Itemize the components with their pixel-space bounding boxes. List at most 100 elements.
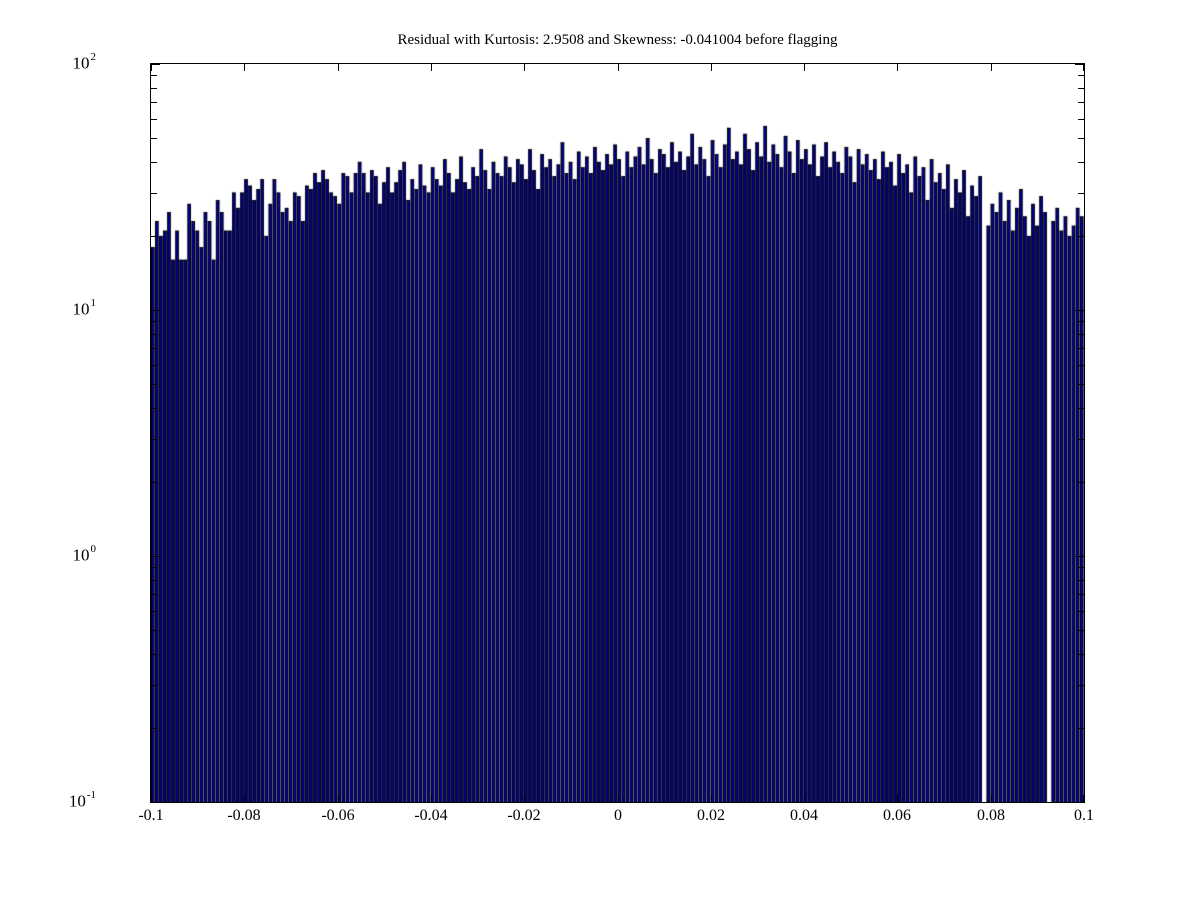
y-tick-major	[151, 64, 160, 65]
y-tick-minor	[1078, 75, 1084, 76]
y-tick-minor	[151, 685, 157, 686]
y-tick-minor	[151, 88, 157, 89]
y-tick-label-mantissa: 10	[72, 53, 90, 73]
y-tick-minor	[1078, 580, 1084, 581]
x-tick-label: -0.08	[227, 807, 261, 824]
x-tick	[618, 795, 619, 802]
x-tick-top	[804, 64, 805, 71]
y-tick-minor	[151, 365, 157, 366]
y-tick-minor	[1078, 685, 1084, 686]
y-tick-minor	[151, 75, 157, 76]
y-tick-label-mantissa: 10	[72, 299, 90, 319]
x-tick	[1083, 795, 1084, 802]
y-tick-major	[151, 556, 160, 557]
y-tick-minor	[1078, 630, 1084, 631]
y-tick-minor	[1078, 334, 1084, 335]
y-tick-major	[1075, 310, 1084, 311]
y-tick-minor	[1078, 162, 1084, 163]
y-tick-label-mantissa: 10	[72, 545, 90, 565]
y-tick-minor	[1078, 408, 1084, 409]
x-tick-label: 0.02	[697, 807, 725, 824]
x-tick-top	[244, 64, 245, 71]
x-tick	[711, 795, 712, 802]
y-tick-major	[1075, 802, 1084, 803]
histogram-bars	[151, 64, 1084, 802]
y-tick-label-exponent: 1	[90, 297, 97, 309]
y-tick-label-mantissa: 10	[68, 791, 86, 811]
x-tick	[431, 795, 432, 802]
y-tick-minor	[151, 728, 157, 729]
x-tick-top	[897, 64, 898, 71]
x-tick-top	[524, 64, 525, 71]
y-tick-minor	[1078, 384, 1084, 385]
y-tick-minor	[151, 236, 157, 237]
y-tick-label: 101	[72, 297, 97, 319]
x-tick-top	[618, 64, 619, 71]
y-tick-minor	[151, 384, 157, 385]
y-tick-minor	[151, 408, 157, 409]
y-tick-minor	[151, 630, 157, 631]
x-tick	[338, 795, 339, 802]
x-tick-top	[1083, 64, 1084, 71]
x-tick-label: 0.04	[790, 807, 818, 824]
chart-title: Residual with Kurtosis: 2.9508 and Skewn…	[397, 32, 838, 48]
x-tick-top	[711, 64, 712, 71]
y-tick-minor	[151, 102, 157, 103]
y-tick-minor	[151, 439, 157, 440]
y-tick-minor	[151, 654, 157, 655]
x-tick	[244, 795, 245, 802]
y-tick-major	[1075, 64, 1084, 65]
y-tick-minor	[1078, 654, 1084, 655]
y-tick-label: 10-1	[68, 789, 96, 811]
y-tick-minor	[1078, 88, 1084, 89]
x-tick-top	[338, 64, 339, 71]
y-tick-minor	[1078, 138, 1084, 139]
x-tick-label: -0.04	[414, 807, 448, 824]
x-tick	[151, 795, 152, 802]
y-tick-minor	[1078, 193, 1084, 194]
y-tick-minor	[151, 193, 157, 194]
x-tick-label: 0.08	[977, 807, 1005, 824]
y-tick-minor	[151, 138, 157, 139]
y-tick-minor	[1078, 236, 1084, 237]
y-tick-minor	[1078, 728, 1084, 729]
y-tick-minor	[151, 334, 157, 335]
x-tick-label: -0.1	[138, 807, 164, 824]
y-tick-label-exponent: 2	[90, 51, 97, 63]
x-tick-label: 0.06	[883, 807, 911, 824]
y-tick-minor	[151, 162, 157, 163]
y-tick-minor	[151, 348, 157, 349]
y-tick-minor	[1078, 365, 1084, 366]
y-tick-label-exponent: 0	[90, 543, 97, 555]
x-tick	[991, 795, 992, 802]
x-tick	[524, 795, 525, 802]
y-tick-minor	[151, 594, 157, 595]
y-tick-minor	[1078, 594, 1084, 595]
y-tick-minor	[151, 611, 157, 612]
x-tick-label: -0.06	[321, 807, 355, 824]
y-tick-label: 102	[72, 51, 97, 73]
x-tick-top	[991, 64, 992, 71]
y-tick-major	[1075, 556, 1084, 557]
y-tick-minor	[151, 580, 157, 581]
y-tick-minor	[1078, 119, 1084, 120]
x-tick-top	[431, 64, 432, 71]
y-tick-label-exponent: -1	[86, 789, 96, 801]
x-tick-label: 0	[614, 807, 622, 824]
y-tick-minor	[1078, 567, 1084, 568]
y-tick-minor	[1078, 321, 1084, 322]
x-tick-top	[151, 64, 152, 71]
y-tick-minor	[1078, 102, 1084, 103]
y-tick-minor	[151, 321, 157, 322]
x-tick	[897, 795, 898, 802]
y-tick-major	[151, 802, 160, 803]
y-tick-minor	[1078, 348, 1084, 349]
x-tick	[804, 795, 805, 802]
y-tick-minor	[151, 119, 157, 120]
y-tick-minor	[151, 567, 157, 568]
y-tick-major	[151, 310, 160, 311]
y-tick-minor	[151, 482, 157, 483]
plot-area	[150, 63, 1085, 803]
y-tick-minor	[1078, 482, 1084, 483]
